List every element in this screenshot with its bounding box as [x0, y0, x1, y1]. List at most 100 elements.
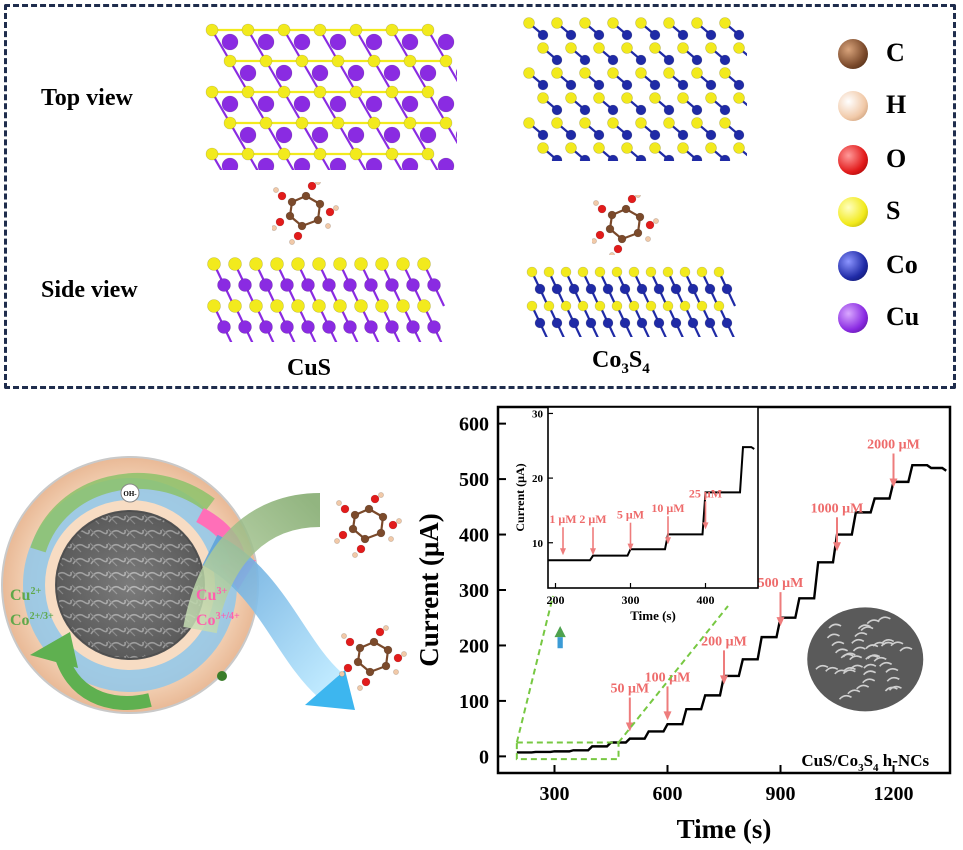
hydrogen-atom: [357, 685, 363, 691]
cobalt-atom: [705, 79, 717, 91]
copper-atom: [293, 157, 311, 170]
cobalt-atom: [537, 129, 549, 141]
oxygen-atom: [345, 637, 355, 647]
sulfur-atom: [313, 23, 327, 37]
copper-atom: [259, 278, 273, 292]
copper-atom: [365, 33, 383, 51]
oxygen-atom: [370, 494, 380, 504]
side-view-label: Side view: [41, 277, 138, 303]
sulfur-atom: [295, 116, 309, 130]
y-tick-label: 300: [459, 580, 489, 602]
oxygen-atom: [595, 230, 605, 240]
sulfur-atom: [349, 23, 363, 37]
blue-arrow-icon: [305, 670, 355, 710]
sulfur-atom: [417, 257, 431, 271]
sulfur-atom: [719, 117, 731, 129]
sulfur-atom: [579, 117, 591, 129]
structure-panel: Top view Side view CuS Co3S4: [4, 4, 956, 389]
sulfur-atom: [635, 117, 647, 129]
cobalt-atom: [551, 154, 563, 161]
cobalt-atom: [621, 79, 633, 91]
copper-atom: [238, 278, 252, 292]
sulfur-atom: [565, 92, 577, 104]
co3s4-label: Co3S4: [592, 347, 650, 377]
inset-concentration-label: 10 μM: [651, 501, 684, 515]
cus-label: CuS: [287, 355, 332, 381]
cobalt-atom: [619, 283, 631, 295]
hydrogen-atom: [272, 225, 277, 231]
sulfur-atom: [385, 23, 399, 37]
x-tick-label: 900: [766, 783, 796, 805]
sulfur-atom: [628, 266, 640, 278]
sulfur-atom: [205, 147, 219, 161]
inset-annotation-arrowhead: [590, 548, 596, 556]
hydrogen-atom: [334, 538, 340, 544]
sulfur-atom: [403, 54, 417, 68]
sulfur-atom: [439, 116, 453, 130]
copper-atom: [221, 157, 239, 170]
top-view-label: Top view: [41, 85, 133, 111]
inset-y-tick-label: 20: [532, 473, 544, 485]
cobalt-atom: [733, 79, 745, 91]
sulfur-atom: [396, 299, 410, 313]
x-tick-label: 1200: [874, 783, 914, 805]
hydrogen-atom: [593, 200, 599, 206]
sulfur-atom: [375, 299, 389, 313]
concentration-label: 500 μM: [758, 576, 804, 591]
sulfur-atom: [560, 300, 572, 312]
sulfur-atom: [333, 299, 347, 313]
cobalt-atom: [649, 79, 661, 91]
copper-atom: [217, 320, 231, 334]
sulfur-atom: [421, 147, 435, 161]
sulfur-atom: [241, 23, 255, 37]
sulfur-atom: [593, 92, 605, 104]
copper-atom: [343, 278, 357, 292]
copper-atom: [275, 126, 293, 144]
sulfur-atom: [679, 266, 691, 278]
carbon-atom: [364, 504, 374, 514]
sulfur-atom: [537, 142, 549, 154]
sulfur-atom: [207, 257, 221, 271]
carbon-atom: [297, 221, 307, 231]
sulfur-atom: [645, 300, 657, 312]
cobalt-atom: [719, 54, 731, 66]
hydrogen-atom: [609, 252, 615, 255]
sulfur-atom: [241, 147, 255, 161]
oxygen-atom: [627, 195, 637, 204]
sulfur-atom: [277, 147, 291, 161]
sulfur-atom: [205, 23, 219, 37]
sulfur-atom: [719, 17, 731, 29]
cobalt-atom: [579, 154, 591, 161]
oh-label: OH-: [123, 490, 137, 498]
sulfur-atom: [277, 85, 291, 99]
cus-side-view-structure: [207, 257, 445, 342]
sulfur-atom: [417, 299, 431, 313]
y-tick-label: 200: [459, 635, 489, 657]
sulfur-atom: [537, 42, 549, 54]
hydrogen-atom: [273, 187, 279, 193]
cobalt-atom: [687, 283, 699, 295]
cobalt-atom: [593, 79, 605, 91]
oxygen-atom: [275, 217, 285, 227]
concentration-label: 100 μM: [645, 670, 691, 685]
sulfur-atom: [277, 23, 291, 37]
y-tick-label: 400: [459, 525, 489, 547]
annotation-arrowhead: [663, 711, 672, 721]
copper-atom: [364, 320, 378, 334]
sulfur-atom: [565, 42, 577, 54]
cobalt-atom: [670, 283, 682, 295]
cobalt-atom: [551, 283, 563, 295]
cobalt-atom: [537, 29, 549, 41]
copper-atom: [365, 157, 383, 170]
copper-atom: [385, 320, 399, 334]
hydrogen-atom: [352, 552, 358, 558]
sulfur-atom: [663, 67, 675, 79]
oxygen-atom: [375, 627, 385, 637]
cobalt-atom: [677, 29, 689, 41]
inset-frame: [547, 406, 759, 589]
sulfur-atom: [663, 17, 675, 29]
cobalt-atom: [704, 317, 716, 329]
copper-atom: [364, 278, 378, 292]
y-tick-label: 600: [459, 414, 489, 436]
cobalt-atom: [691, 154, 703, 161]
